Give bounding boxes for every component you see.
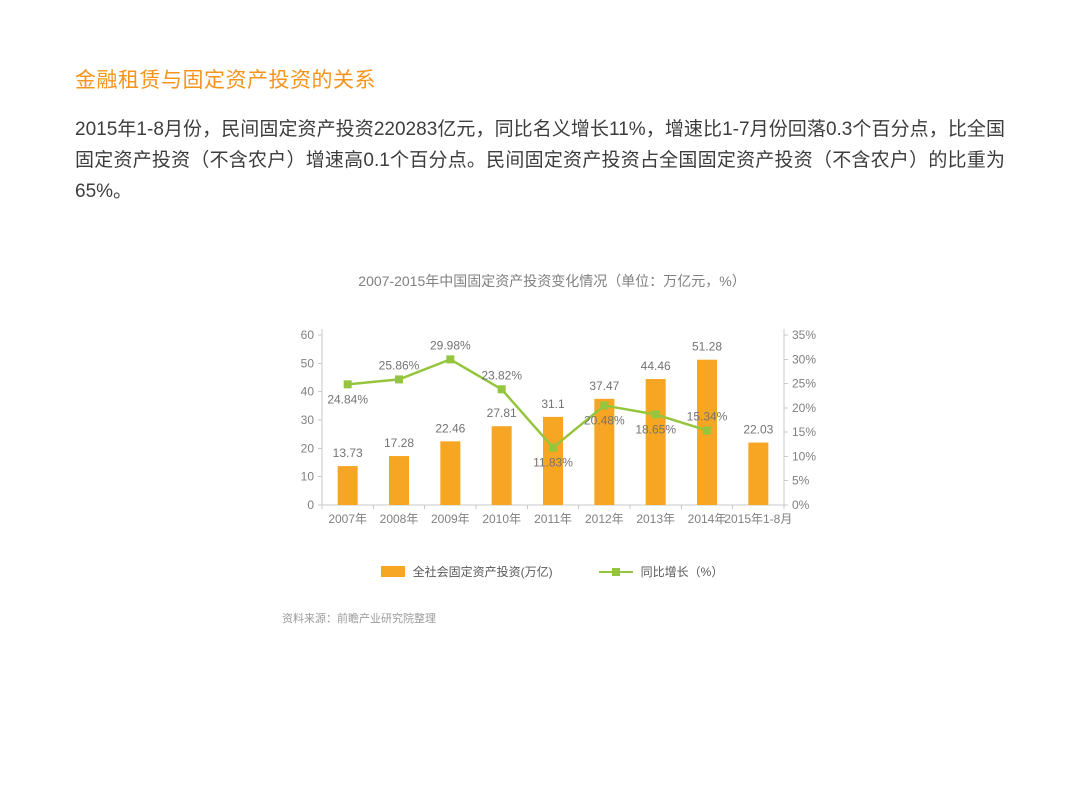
svg-text:5%: 5% [792,474,810,488]
svg-text:20: 20 [301,441,315,455]
svg-text:30: 30 [301,413,315,427]
svg-text:60: 60 [301,328,315,342]
svg-text:2007年: 2007年 [328,512,367,526]
svg-text:2015年1-8月: 2015年1-8月 [724,512,792,526]
bar-series-swatch-icon [380,566,405,577]
svg-text:20.48%: 20.48% [584,414,625,428]
svg-text:40: 40 [301,385,315,399]
svg-text:22.03: 22.03 [743,423,773,437]
svg-text:2008年: 2008年 [380,512,419,526]
svg-text:22.46: 22.46 [435,421,465,435]
svg-text:0%: 0% [792,498,810,512]
svg-text:24.84%: 24.84% [327,392,368,406]
svg-text:2014年: 2014年 [688,512,727,526]
legend-item-line: 同比增长（%） [598,563,724,580]
line-series-label: 同比增长（%） [640,565,724,579]
intro-paragraph: 2015年1-8月份，民间固定资产投资220283亿元，同比名义增长11%，增速… [75,119,1005,202]
svg-text:17.28: 17.28 [384,436,414,450]
svg-text:2010年: 2010年 [482,512,521,526]
svg-text:2009年: 2009年 [431,512,470,526]
svg-text:30%: 30% [792,352,816,366]
source-note: 资料来源：前瞻产业研究院整理 [282,613,436,625]
svg-text:23.82%: 23.82% [481,368,522,382]
svg-text:15%: 15% [792,425,816,439]
svg-text:50: 50 [301,356,315,370]
svg-text:37.47: 37.47 [589,379,619,393]
svg-text:11.83%: 11.83% [533,456,573,470]
svg-text:27.81: 27.81 [487,406,517,420]
chart-block: 2007-2015年中国固定资产投资变化情况（单位：万亿元，%） 0 10 20 30… [272,271,832,626]
svg-text:2013年: 2013年 [636,512,675,526]
svg-text:35%: 35% [792,328,816,342]
svg-text:31.1: 31.1 [541,397,565,411]
chart-title: 2007-2015年中国固定资产投资变化情况（单位：万亿元，%） [358,273,746,289]
svg-text:25%: 25% [792,377,816,391]
svg-text:44.46: 44.46 [641,359,671,373]
line-series-swatch-icon [598,567,633,577]
svg-text:15.34%: 15.34% [687,409,728,423]
chart-canvas: 0 10 20 30 40 50 60 0% 5% 10% 15% 20% 25% 30% 35% 2007年… [301,328,817,526]
svg-text:13.73: 13.73 [333,446,363,460]
chart-legend: 全社会固定资产投资(万亿) 同比增长（%） [272,563,832,580]
legend-item-bar: 全社会固定资产投资(万亿) [380,563,553,580]
svg-text:2011年: 2011年 [534,512,572,526]
svg-text:10%: 10% [792,449,816,463]
svg-text:18.65%: 18.65% [635,422,676,436]
bar-series-label: 全社会固定资产投资(万亿) [412,565,553,579]
svg-text:29.98%: 29.98% [430,338,471,352]
svg-text:0: 0 [307,498,314,512]
svg-text:20%: 20% [792,401,816,415]
svg-text:2012年: 2012年 [585,512,624,526]
svg-text:25.86%: 25.86% [379,358,420,372]
page-title: 金融租赁与固定资产投资的关系 [75,69,376,92]
svg-text:51.28: 51.28 [692,340,722,354]
page-content: 金融租赁与固定资产投资的关系 2015年1-8月份，民间固定资产投资220283… [75,69,1005,626]
svg-text:10: 10 [301,470,315,484]
